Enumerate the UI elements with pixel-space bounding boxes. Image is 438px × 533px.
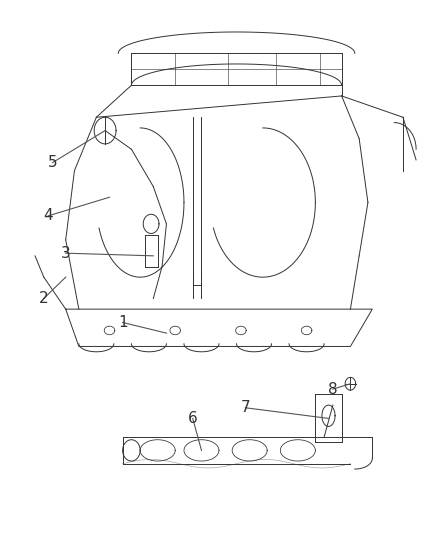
Text: 3: 3: [61, 246, 71, 261]
Text: 5: 5: [48, 155, 57, 170]
Text: 2: 2: [39, 291, 49, 306]
Text: 7: 7: [240, 400, 250, 415]
Text: 1: 1: [118, 315, 127, 330]
Text: 4: 4: [43, 208, 53, 223]
Text: 8: 8: [328, 382, 338, 397]
Text: 6: 6: [188, 411, 198, 426]
